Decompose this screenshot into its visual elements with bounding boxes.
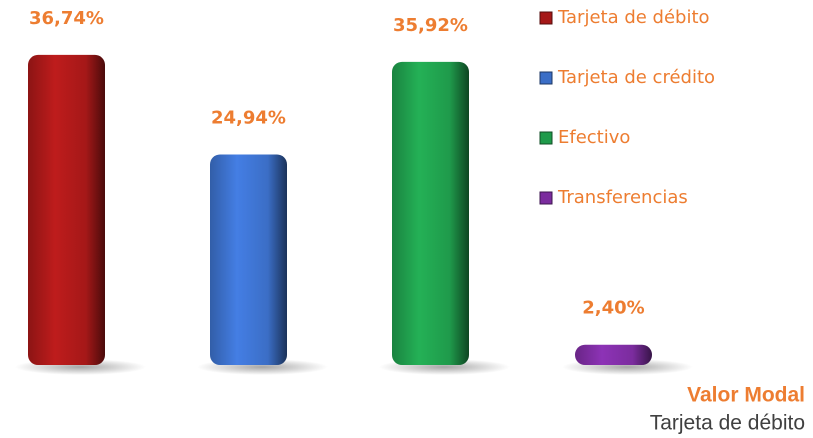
bar — [210, 154, 287, 365]
legend-swatch — [539, 131, 553, 145]
annotation-value: Tarjeta de débito — [650, 412, 805, 435]
bar — [28, 54, 105, 365]
legend-label: Efectivo — [558, 127, 630, 148]
value-label: 24,94% — [211, 108, 286, 129]
annotation-title: Valor Modal — [687, 384, 805, 407]
value-label: 36,74% — [29, 8, 104, 29]
legend-label: Tarjeta de débito — [557, 7, 710, 28]
bar — [392, 61, 469, 365]
bar — [575, 344, 652, 365]
legend-label: Transferencias — [557, 187, 688, 208]
legend-swatch — [539, 11, 553, 25]
legend-swatch — [539, 71, 553, 85]
value-label: 35,92% — [393, 15, 468, 36]
legend-label: Tarjeta de crédito — [557, 67, 715, 88]
value-label: 2,40% — [582, 298, 644, 319]
legend-swatch — [539, 191, 553, 205]
